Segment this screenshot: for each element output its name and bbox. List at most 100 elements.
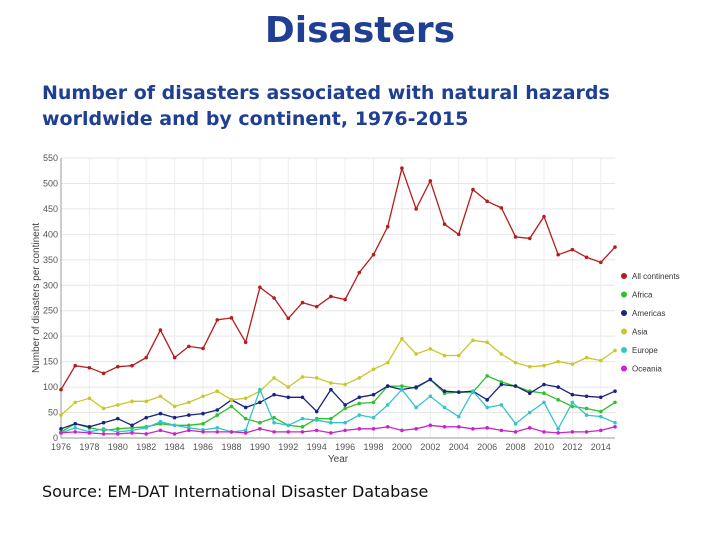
data-point: [428, 179, 433, 183]
data-point: [499, 352, 504, 356]
data-point: [215, 426, 220, 430]
data-point: [542, 214, 546, 219]
data-point: [499, 380, 504, 384]
data-point: [87, 396, 92, 401]
data-point: [272, 392, 276, 397]
data-point: [442, 353, 447, 358]
data-point: [201, 346, 205, 351]
data-point: [258, 420, 262, 425]
data-point: [272, 296, 276, 300]
series-line: [60, 424, 616, 435]
data-point: [243, 428, 248, 433]
legend-entry: Europe: [632, 346, 658, 355]
data-point: [357, 395, 362, 400]
data-point: [329, 431, 333, 435]
data-point: [414, 207, 418, 211]
x-tick-label: 1992: [278, 442, 298, 452]
data-point: [314, 418, 319, 422]
x-tick-label: 2012: [562, 442, 582, 452]
data-point: [87, 431, 92, 435]
data-point: [73, 426, 78, 430]
x-tick-label: 1988: [221, 442, 241, 452]
data-point: [314, 376, 319, 380]
data-point: [485, 340, 489, 345]
data-point: [598, 428, 603, 433]
data-point: [527, 391, 532, 395]
data-point: [570, 247, 575, 252]
data-point: [172, 432, 177, 436]
data-point: [556, 252, 560, 257]
data-point: [584, 430, 589, 434]
data-point: [584, 406, 589, 411]
data-point: [584, 394, 589, 399]
data-point: [513, 235, 518, 239]
data-point: [201, 394, 205, 399]
data-point: [613, 425, 617, 429]
data-point: [385, 403, 390, 407]
data-point: [556, 359, 560, 364]
data-point: [527, 410, 532, 415]
data-point: [101, 427, 106, 431]
x-tick-label: 1984: [165, 442, 185, 452]
legend-items: All continents Africa Americas Asia Europe Oc…: [621, 272, 680, 374]
data-point: [329, 420, 333, 425]
series-line: [60, 337, 616, 416]
data-point: [598, 395, 603, 400]
data-point: [158, 411, 163, 416]
data-point: [187, 344, 191, 349]
data-point: [414, 405, 418, 410]
data-point: [442, 405, 447, 410]
legend-marker: [621, 273, 627, 279]
data-point: [286, 423, 291, 428]
data-point: [172, 404, 177, 409]
data-point: [400, 387, 404, 392]
y-tick-label: 100: [43, 382, 58, 392]
data-point: [286, 316, 291, 321]
data-point: [442, 389, 447, 393]
data-point: [258, 387, 262, 392]
data-point: [556, 385, 560, 389]
data-point: [613, 400, 617, 405]
data-point: [357, 270, 362, 275]
y-tick-labels: 0 50 100 150 200 250 300 350 400 450 500 550: [43, 153, 58, 443]
data-point: [243, 396, 248, 401]
data-point: [598, 414, 603, 419]
data-point: [542, 363, 546, 368]
data-point: [570, 362, 575, 366]
x-tick-label: 2000: [392, 442, 412, 452]
series-lines: [59, 165, 617, 436]
data-point: [428, 423, 433, 428]
data-point: [385, 224, 390, 229]
data-point: [499, 382, 504, 387]
source-note: Source: EM-DAT International Disaster Da…: [42, 482, 429, 501]
data-point: [187, 428, 191, 433]
data-point: [130, 363, 134, 368]
data-point: [513, 360, 518, 365]
data-point: [59, 427, 63, 431]
data-point: [357, 413, 362, 417]
data-point: [101, 432, 106, 436]
x-tick-label: 2002: [420, 442, 440, 452]
x-tick-label: 2008: [506, 442, 526, 452]
data-point: [272, 420, 276, 425]
series-line: [60, 387, 616, 434]
data-point: [329, 387, 333, 392]
data-point: [371, 400, 376, 405]
y-tick-label: 500: [43, 178, 58, 188]
data-point: [485, 199, 489, 204]
data-point: [229, 316, 234, 320]
data-point: [471, 338, 475, 343]
data-point: [527, 236, 532, 241]
data-point: [414, 427, 418, 431]
data-point: [400, 336, 404, 341]
x-tick-label: 2014: [591, 442, 611, 452]
data-point: [485, 405, 489, 410]
data-point: [371, 427, 376, 431]
data-point: [201, 430, 205, 434]
data-point: [343, 428, 347, 433]
legend-marker: [621, 310, 627, 316]
data-point: [130, 399, 134, 404]
data-point: [456, 232, 461, 237]
data-point: [144, 355, 149, 360]
data-point: [556, 431, 560, 435]
